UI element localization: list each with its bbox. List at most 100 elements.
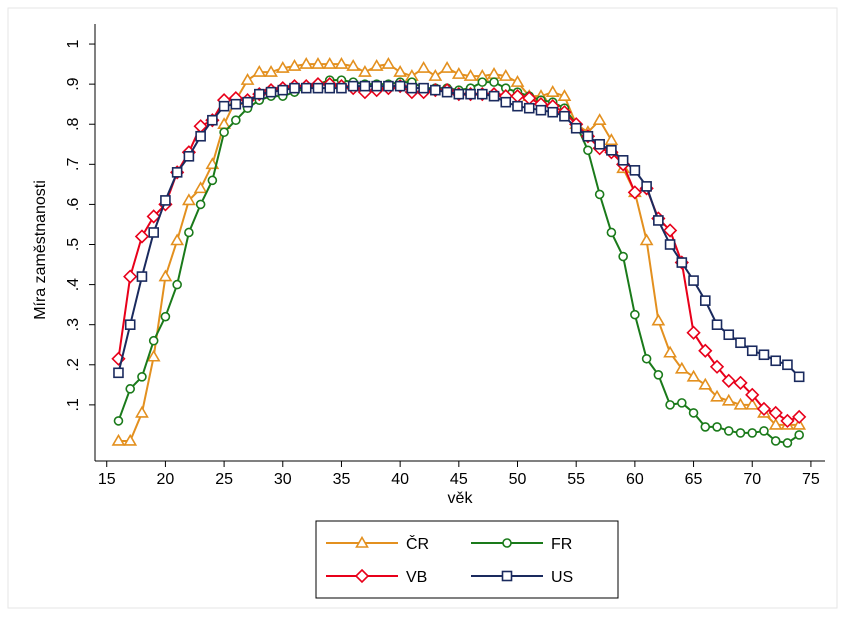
marker [476,88,488,100]
marker [182,193,196,206]
marker [358,65,372,77]
marker [451,67,466,79]
marker [416,61,431,73]
marker [123,433,138,446]
y-tick-label: .3 [65,318,82,331]
marker [406,82,418,94]
x-tick-label: 65 [685,471,703,488]
marker [355,535,369,548]
marker [630,309,640,320]
y-tick-label: .1 [65,398,82,411]
marker [312,82,324,94]
x-tick-label: 20 [157,471,175,488]
marker [219,127,229,138]
marker [160,311,171,322]
marker [113,416,124,426]
marker [254,88,265,100]
marker [570,122,582,134]
marker [440,61,454,73]
marker [264,65,278,77]
marker [277,84,289,96]
marker [604,133,619,146]
marker [721,373,736,388]
marker [441,86,453,98]
marker [792,409,807,425]
marker [721,393,736,406]
marker [745,397,760,410]
marker [618,251,628,262]
marker [733,397,748,410]
marker [735,428,746,438]
marker [651,313,666,326]
x-tick-label: 40 [391,471,409,488]
marker [674,361,689,374]
marker [792,417,807,430]
marker [711,319,723,330]
marker [559,110,570,122]
x-tick-label: 50 [509,471,527,488]
marker [793,371,805,383]
marker [594,138,605,150]
marker [770,355,782,367]
legend-label: ČR [406,534,429,553]
marker [137,372,147,382]
y-tick-label: .6 [65,198,82,211]
marker [111,433,126,446]
marker [782,359,793,371]
marker [322,56,337,69]
marker [123,269,138,284]
marker [498,69,513,81]
marker [394,80,406,92]
marker [547,106,559,118]
marker [756,401,772,417]
marker [733,375,748,390]
marker [148,335,159,346]
marker [582,130,594,142]
marker [794,430,804,440]
marker [545,85,560,97]
x-tick-label: 15 [98,471,116,488]
marker [639,233,654,246]
marker [770,436,781,446]
marker [535,104,547,116]
marker [207,175,218,186]
marker [359,80,371,92]
marker [193,181,208,194]
x-tick-label: 75 [802,471,820,488]
marker [606,227,617,238]
x-tick-label: 55 [567,471,585,488]
marker [710,389,724,402]
marker [759,426,769,436]
marker [160,195,171,206]
marker [676,257,688,268]
marker [218,100,230,112]
marker [758,349,770,361]
marker [125,384,136,394]
marker [780,413,795,429]
marker [275,61,290,73]
marker [430,84,441,96]
x-tick-label: 45 [450,471,468,488]
marker [289,82,300,94]
marker [664,239,676,250]
marker [768,417,783,430]
marker [265,86,277,98]
marker [172,279,182,290]
marker [712,422,722,432]
x-tick-label: 70 [743,471,761,488]
marker [662,223,678,238]
marker [354,568,370,584]
marker [171,167,183,178]
legend-label: VB [406,569,427,586]
marker [768,405,783,421]
marker [698,377,713,390]
y-tick-label: .2 [65,358,82,371]
marker [782,438,793,448]
legend-box [315,520,619,599]
marker [300,82,312,94]
marker [723,329,735,341]
x-tick-label: 35 [333,471,351,488]
marker [594,189,605,200]
marker [489,77,499,87]
